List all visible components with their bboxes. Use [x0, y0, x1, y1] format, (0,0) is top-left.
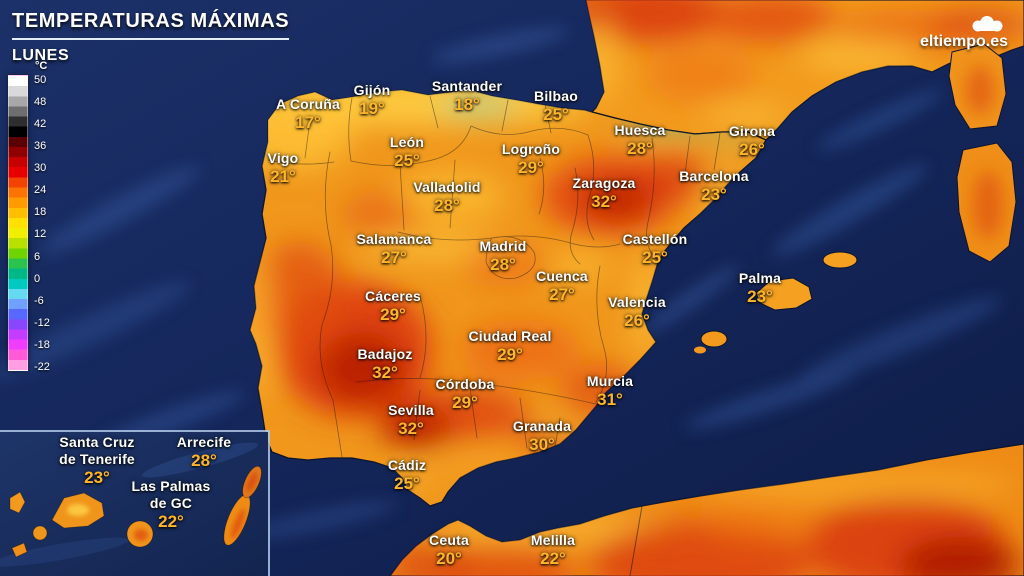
legend-tick: 24 — [34, 184, 47, 197]
legend-tick: 48 — [34, 96, 47, 109]
sea-wave-texture — [0, 27, 1003, 540]
brand-name: eltiempo.es — [919, 33, 1008, 50]
canary-islands — [9, 465, 262, 558]
canary-inset-canvas — [0, 432, 268, 576]
legend-tick: 50 — [34, 74, 47, 86]
brand-logo: eltiempo.es — [920, 16, 1008, 51]
legend-tick: 6 — [34, 250, 41, 263]
header: TEMPERATURAS MÁXIMAS LUNES — [12, 10, 290, 65]
legend-tick: -6 — [34, 294, 44, 307]
africa-landmass — [389, 443, 1024, 576]
cloud-icon — [972, 16, 1003, 32]
legend-tick: -12 — [34, 316, 50, 329]
legend-unit: °C — [35, 60, 48, 72]
legend-tick: 18 — [34, 206, 47, 219]
legend-tick: 12 — [34, 228, 47, 241]
legend-tick: 30 — [34, 162, 47, 175]
page-title: TEMPERATURAS MÁXIMAS — [12, 10, 290, 40]
legend-ticks: 50 48 42 36 30 24 18 12 6 0 -6 -12 -18 -22 — [34, 75, 50, 373]
legend-tick: -22 — [34, 360, 50, 373]
legend-tick: 0 — [34, 272, 41, 285]
balearic-islands — [694, 251, 858, 354]
legend-tick: 36 — [34, 140, 47, 153]
legend-colorbar — [8, 75, 28, 371]
legend-tick: -18 — [34, 338, 50, 351]
day-label: LUNES — [12, 47, 70, 64]
corsica-sardinia-islands — [948, 43, 1017, 263]
temperature-legend: °C 50 48 42 36 30 24 18 12 6 0 -6 -12 -18 -22 — [8, 60, 50, 373]
canary-islands-inset — [0, 430, 270, 576]
province-borders — [267, 95, 721, 459]
legend-body: 50 48 42 36 30 24 18 12 6 0 -6 -12 -18 -22 — [8, 75, 50, 373]
france-landmass — [585, 0, 1024, 141]
legend-tick: 42 — [34, 118, 47, 131]
